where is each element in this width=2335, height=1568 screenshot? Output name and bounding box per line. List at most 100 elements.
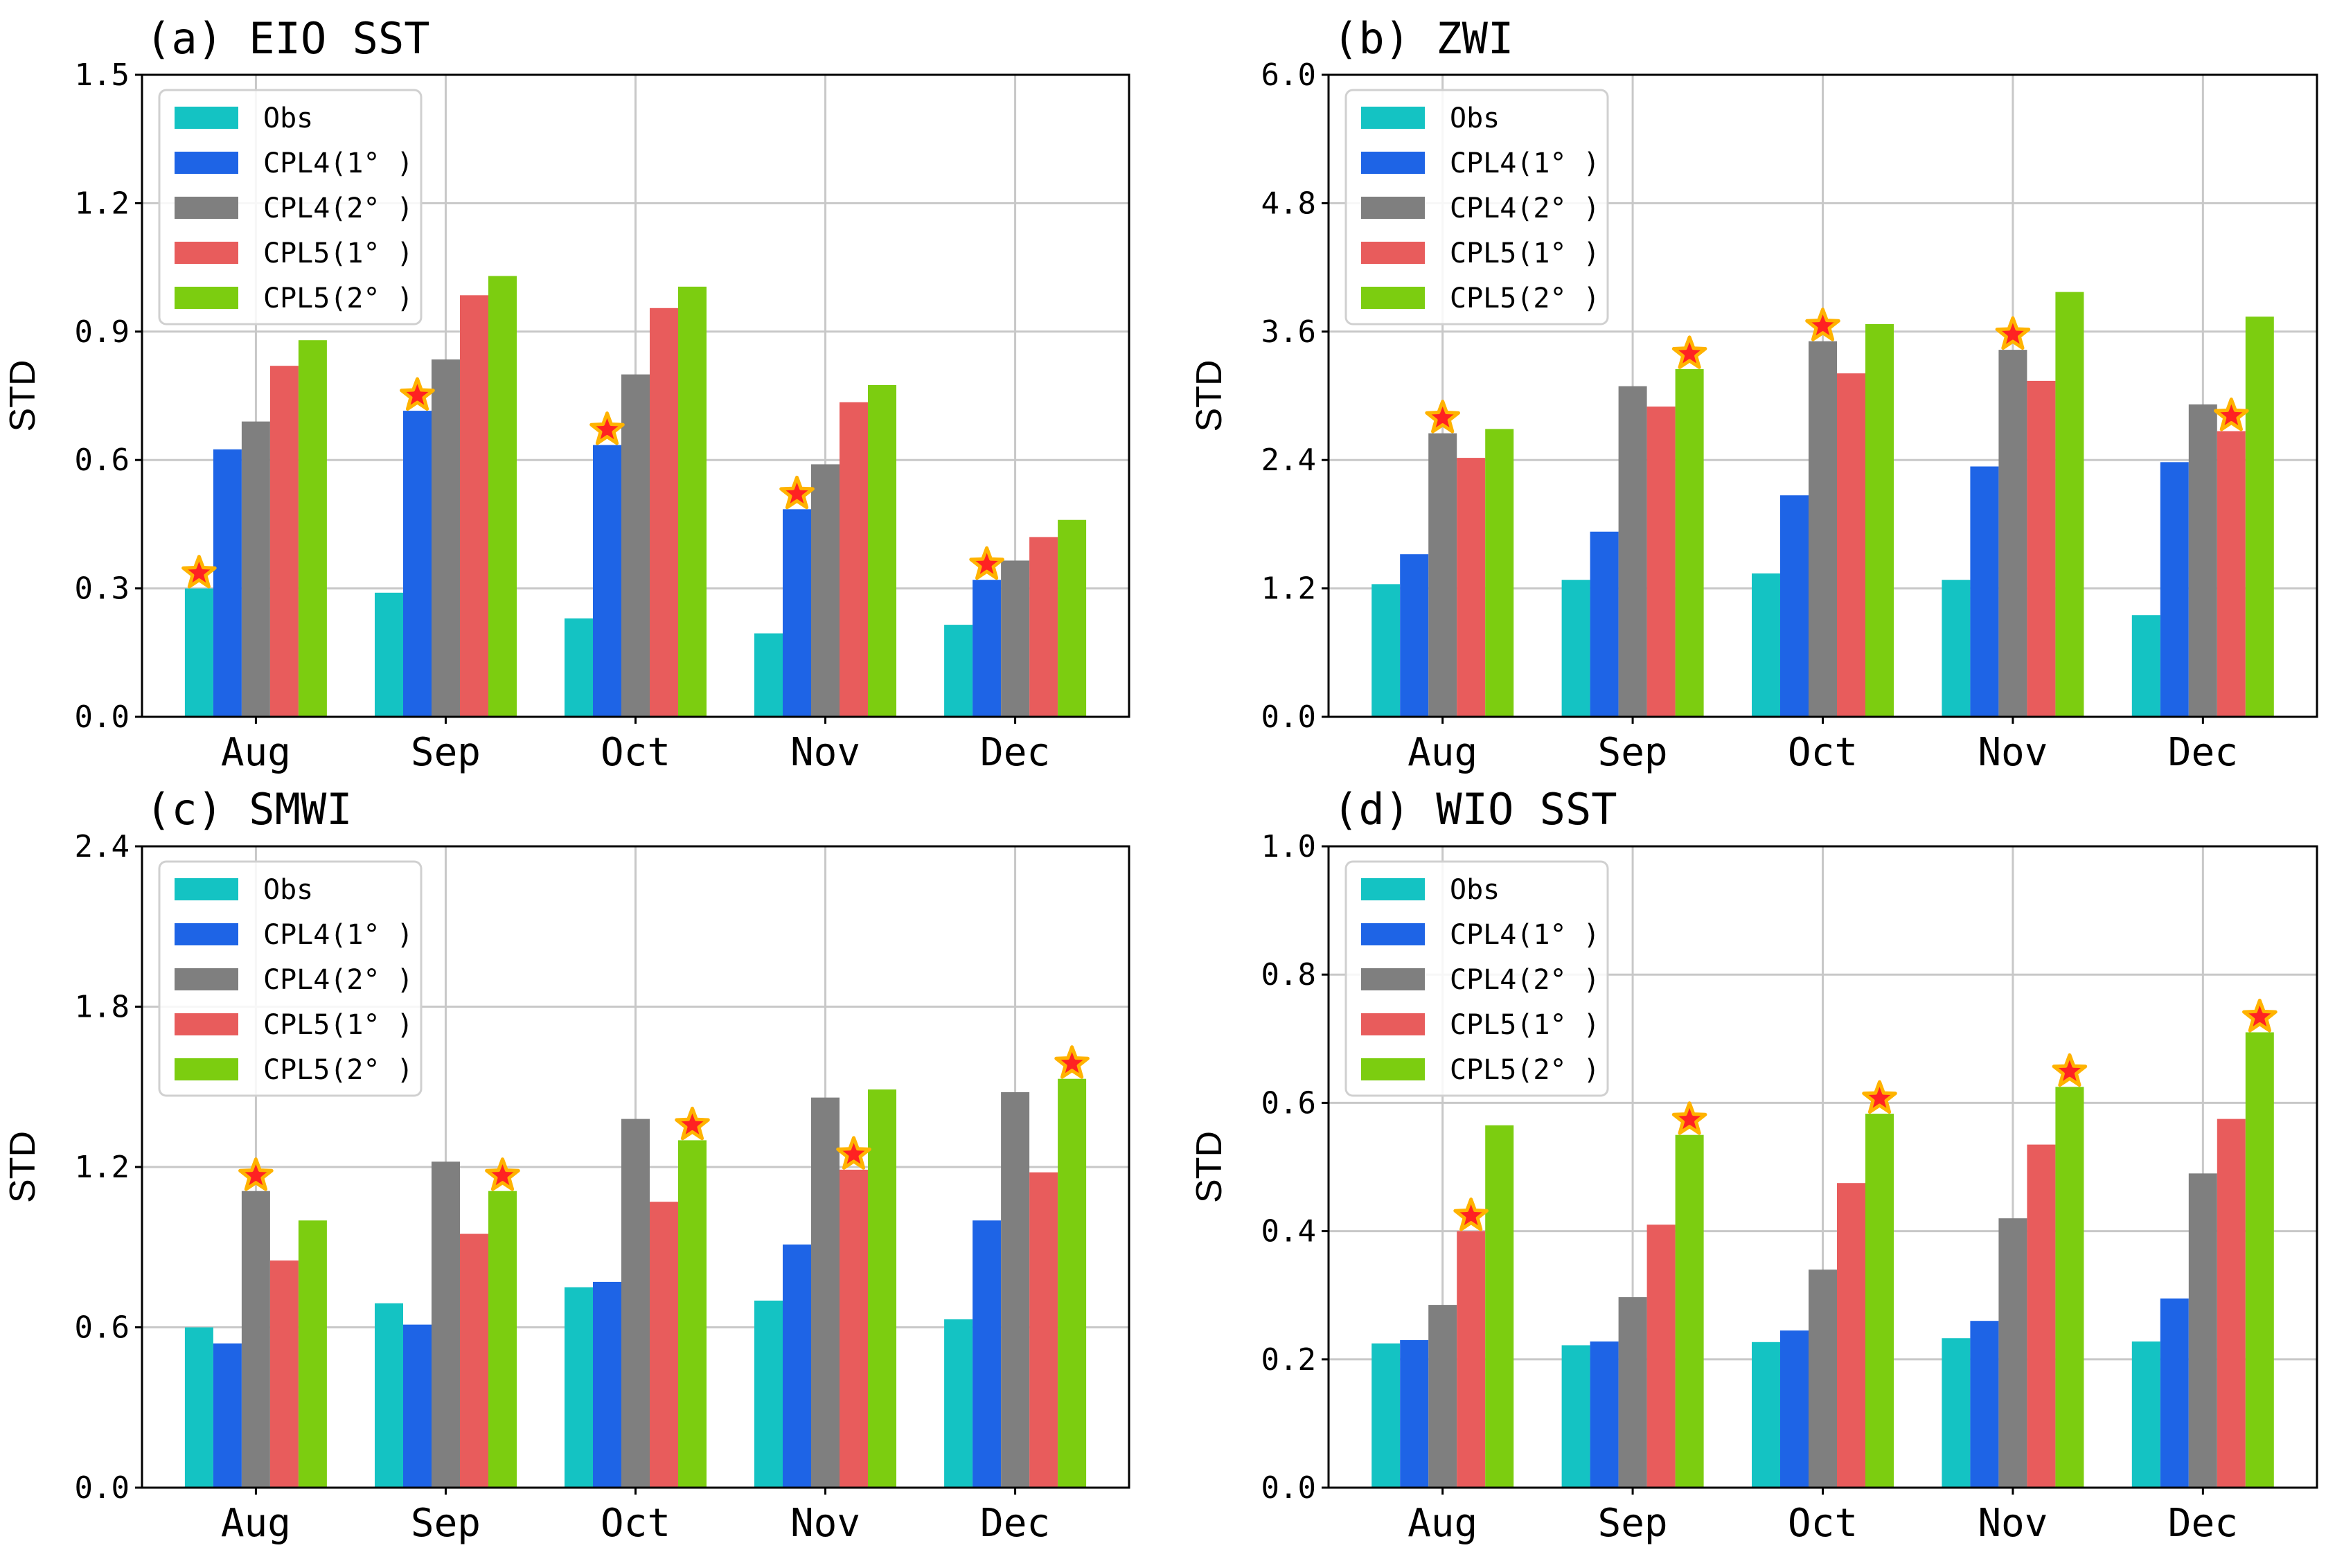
bar-c-cpl52-aug (298, 1220, 327, 1488)
legend-label: Obs (1450, 103, 1500, 134)
bar-c-obs-sep (375, 1303, 403, 1488)
legend-swatch (175, 923, 238, 945)
bar-c-cpl51-sep (460, 1233, 488, 1488)
y-axis-label: STD (3, 1131, 43, 1203)
bar-a-cpl41-oct (593, 445, 621, 717)
legend-swatch (1361, 878, 1425, 900)
bar-a-cpl51-oct (650, 308, 678, 717)
xtick-label: Sep (1597, 1501, 1667, 1546)
bar-b-cpl42-sep (1618, 386, 1647, 717)
xtick-label: Aug (1408, 730, 1477, 775)
ytick-label: 2.4 (75, 829, 130, 864)
bar-c-cpl42-oct (621, 1119, 650, 1488)
legend-swatch (175, 197, 238, 219)
bar-b-cpl41-aug (1400, 554, 1429, 717)
significance-star-icon (589, 411, 625, 445)
legend-label: CPL4(1° ) (1450, 148, 1600, 179)
legend-swatch (1361, 968, 1425, 990)
y-axis-label: STD (3, 360, 43, 432)
bar-a-obs-dec (944, 625, 973, 717)
bar-a-obs-sep (375, 592, 403, 717)
significance-star-icon (969, 546, 1004, 580)
bar-c-cpl52-oct (678, 1140, 707, 1488)
legend-swatch (175, 1013, 238, 1035)
xtick-label: Oct (601, 730, 671, 775)
bar-c-cpl41-oct (593, 1281, 621, 1488)
legend-swatch (1361, 197, 1425, 219)
bar-b-obs-sep (1561, 580, 1590, 717)
significance-star-icon (181, 555, 217, 589)
panel-title: (a) EIO SST (145, 13, 430, 64)
ytick-label: 0.6 (75, 443, 130, 478)
bar-d-cpl51-sep (1646, 1224, 1676, 1488)
bar-c-obs-dec (944, 1319, 973, 1488)
legend-swatch (175, 287, 238, 309)
bar-c-cpl41-aug (213, 1343, 242, 1488)
bar-a-cpl52-dec (1058, 519, 1087, 717)
legend-swatch (1361, 1058, 1425, 1080)
panel-d: 0.0 0.2 0.4 0.6 0.8 1.0 Aug Sep Oct Nov Dec STD (d) … (1189, 784, 2318, 1546)
bar-d-cpl42-nov (1998, 1218, 2027, 1488)
legend-label: CPL4(2° ) (1450, 193, 1600, 224)
significance-star-icon (2052, 1053, 2088, 1087)
legend-label: CPL5(2° ) (1450, 283, 1600, 314)
legend-swatch (1361, 923, 1425, 945)
bar-b-cpl51-dec (2217, 431, 2246, 717)
xtick-label: Nov (1978, 730, 2048, 775)
bar-d-cpl51-aug (1457, 1231, 1486, 1488)
bar-d-cpl51-oct (1837, 1183, 1865, 1488)
bar-d-cpl41-nov (1970, 1321, 1999, 1488)
bar-b-obs-aug (1371, 584, 1401, 717)
significance-star-icon (2242, 999, 2278, 1033)
legend-swatch (175, 878, 238, 900)
panel-a: 0.0 0.3 0.6 0.9 1.2 1.5 Aug Sep Oct Nov Dec STD (a) … (3, 13, 1130, 775)
bar-d-obs-oct (1752, 1342, 1780, 1488)
bar-a-cpl41-aug (213, 449, 242, 718)
xtick-label: Sep (1597, 730, 1667, 775)
bar-b-obs-oct (1752, 573, 1780, 717)
bar-a-cpl51-dec (1029, 537, 1058, 717)
bar-b-cpl42-oct (1809, 341, 1837, 717)
legend-box (158, 89, 423, 326)
bar-b-cpl52-oct (1865, 324, 1894, 717)
bar-a-obs-oct (565, 618, 593, 717)
legend-label: Obs (1450, 874, 1500, 906)
bar-b-cpl52-sep (1675, 368, 1704, 717)
bar-a-cpl42-nov (811, 464, 840, 717)
significance-star-icon (1054, 1045, 1090, 1079)
legend-swatch (175, 1058, 238, 1080)
xtick-label: Oct (1788, 730, 1858, 775)
ytick-label: 1.8 (75, 990, 130, 1025)
bar-a-cpl52-nov (868, 385, 896, 717)
legend-swatch (1361, 1013, 1425, 1035)
bar-c-cpl42-sep (432, 1161, 460, 1488)
bar-d-cpl52-oct (1865, 1114, 1894, 1488)
y-axis-label: STD (1189, 360, 1229, 432)
bar-b-obs-dec (2131, 615, 2160, 717)
legend-label: CPL5(2° ) (1450, 1054, 1600, 1086)
panel-title: (d) WIO SST (1333, 784, 1617, 835)
legend-label: CPL5(1° ) (1450, 1009, 1600, 1041)
bar-b-cpl41-sep (1590, 531, 1619, 717)
ytick-label: 1.5 (75, 57, 130, 93)
panel-title: (c) SMWI (145, 784, 353, 835)
bar-d-obs-dec (2131, 1341, 2160, 1488)
bar-d-cpl42-aug (1428, 1305, 1457, 1488)
xtick-label: Aug (221, 1501, 291, 1546)
legend-swatch (1361, 152, 1425, 174)
significance-star-icon (400, 377, 435, 411)
ytick-label: 1.2 (75, 1150, 130, 1185)
bar-c-cpl41-sep (403, 1324, 432, 1488)
bar-c-cpl42-dec (1001, 1092, 1030, 1488)
bar-c-cpl51-aug (269, 1260, 299, 1488)
bar-b-cpl52-nov (2055, 292, 2084, 718)
xtick-label: Sep (411, 1501, 481, 1546)
significance-star-icon (485, 1157, 520, 1191)
bar-b-cpl42-nov (1998, 350, 2027, 718)
legend-label: CPL5(2° ) (263, 1054, 414, 1086)
xtick-label: Nov (790, 730, 860, 775)
ytick-label: 0.9 (75, 314, 130, 350)
significance-star-icon (238, 1157, 274, 1191)
bar-c-obs-oct (565, 1287, 593, 1488)
